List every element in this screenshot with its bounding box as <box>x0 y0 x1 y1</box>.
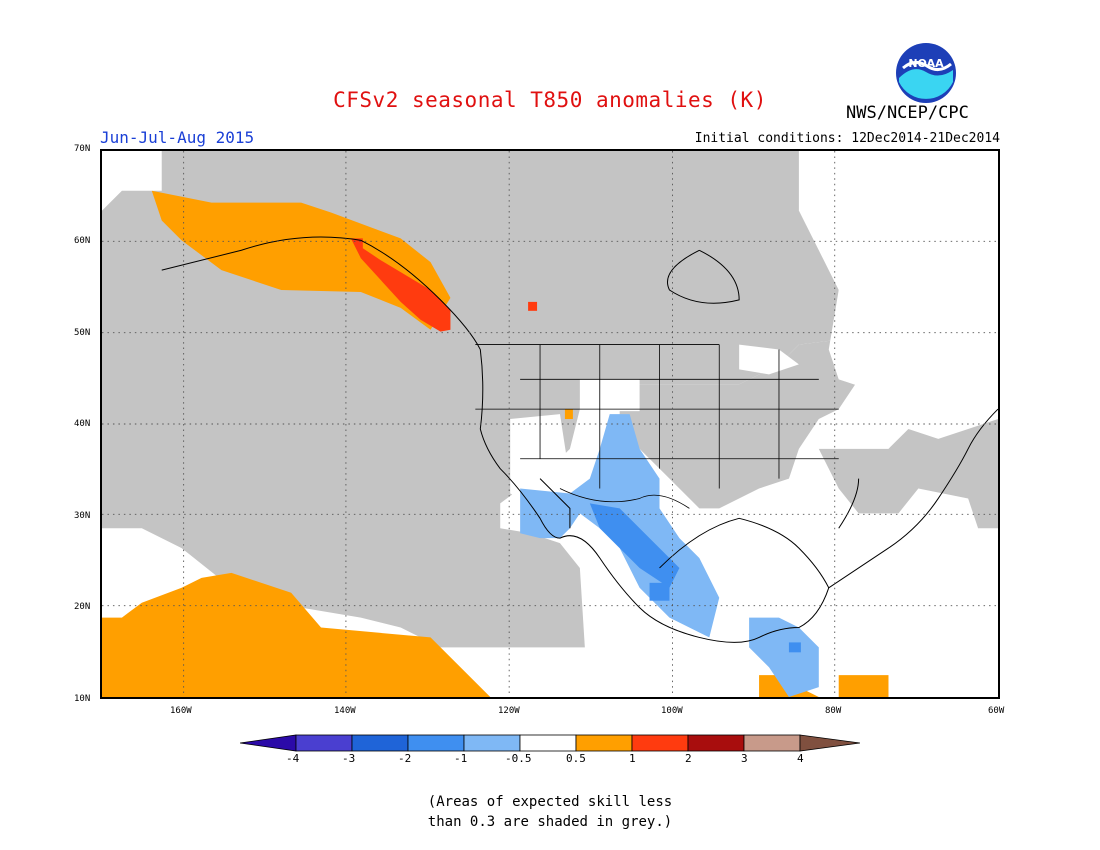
colorbar-segment-2-3 <box>687 734 745 752</box>
colorbar-label: -2 <box>398 752 412 765</box>
footnote-line-2: than 0.3 are shaded in grey.) <box>427 814 673 830</box>
state-borders <box>475 344 839 509</box>
agency-label: NWS/NCEP/CPC <box>846 103 969 123</box>
colorbar-label: 4 <box>797 752 804 765</box>
lat-label-30n: 30N <box>74 511 91 521</box>
lon-label-80w: 80W <box>825 706 842 716</box>
colorbar-label: -1 <box>454 752 468 765</box>
strong-cool-anomaly-mexico <box>589 503 801 653</box>
colorbar-segment-neutral <box>519 734 577 752</box>
colorbar-segment-neg2-neg1 <box>407 734 465 752</box>
lon-label-60w: 60W <box>988 706 1005 716</box>
lon-label-140w: 140W <box>334 706 356 716</box>
colorbar-label: -0.5 <box>505 752 532 765</box>
colorbar-segment-neg4-neg3 <box>295 734 353 752</box>
lon-label-160w: 160W <box>170 706 192 716</box>
lat-label-50n: 50N <box>74 328 91 338</box>
colorbar-segment-3-4 <box>743 734 801 752</box>
colorbar-label: 2 <box>685 752 692 765</box>
map-title: CFSv2 seasonal T850 anomalies (K) <box>333 88 767 112</box>
warm-anomaly-alaska <box>151 190 573 420</box>
colorbar-segment-lt-neg4 <box>239 734 297 752</box>
season-label: Jun-Jul-Aug 2015 <box>100 128 255 147</box>
lat-label-60n: 60N <box>74 236 91 246</box>
colorbar-segment-neg3-neg2 <box>351 734 409 752</box>
colorbar-segment-1-2 <box>631 734 689 752</box>
anomaly-map <box>100 149 1000 699</box>
colorbar-label: -4 <box>286 752 300 765</box>
colorbar-segment-neg1-neg05 <box>463 734 521 752</box>
initial-conditions-label: Initial conditions: 12Dec2014-21Dec2014 <box>694 131 1000 146</box>
lat-label-20n: 20N <box>74 602 91 612</box>
lat-label-10n: 10N <box>74 694 91 704</box>
colorbar-segment-05-1 <box>575 734 633 752</box>
lat-label-40n: 40N <box>74 419 91 429</box>
colorbar-label: 0.5 <box>566 752 586 765</box>
lat-label-70n: 70N <box>74 144 91 154</box>
colorbar-segment-gt-4 <box>799 734 861 752</box>
colorbar-label: 3 <box>741 752 748 765</box>
skill-footnote: (Areas of expected skill less than 0.3 a… <box>0 792 1100 832</box>
strong-warm-anomaly-coast <box>350 238 538 332</box>
lon-label-100w: 100W <box>661 706 683 716</box>
colorbar <box>239 734 861 752</box>
noaa-logo-text: NOAA <box>908 57 944 70</box>
coastlines <box>161 236 998 643</box>
footnote-line-1: (Areas of expected skill less <box>427 794 673 810</box>
colorbar-label: -3 <box>342 752 356 765</box>
lon-label-120w: 120W <box>498 706 520 716</box>
colorbar-label: 1 <box>629 752 636 765</box>
noaa-logo: NOAA <box>895 42 957 104</box>
graticule <box>102 151 998 697</box>
